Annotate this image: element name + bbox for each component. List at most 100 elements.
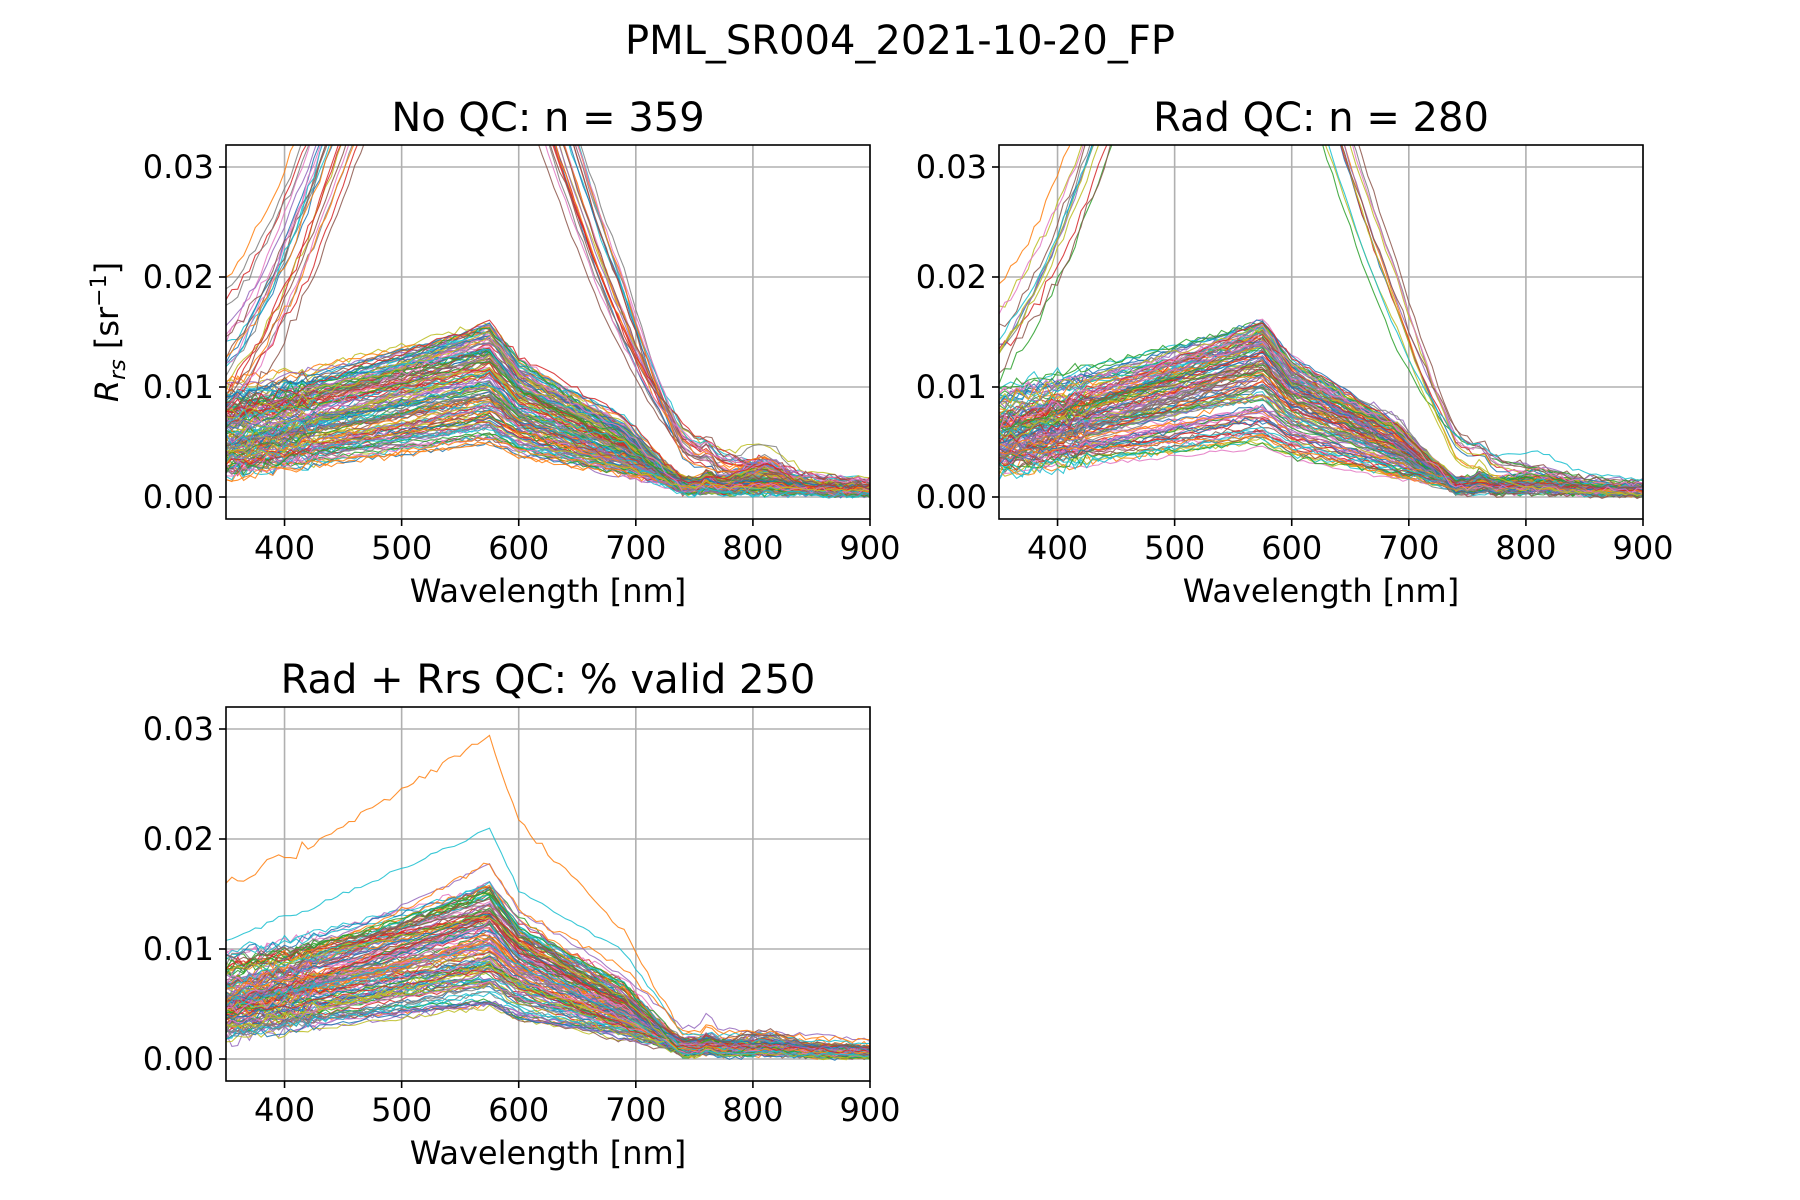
spectrum-line (226, 955, 870, 1051)
spectrum-line (226, 943, 870, 1054)
spectrum-line (226, 145, 870, 487)
spectrum-line (226, 944, 870, 1058)
spectrum-line (226, 980, 870, 1055)
spectrum-line (226, 335, 870, 488)
axes-frame (225, 706, 871, 1082)
spectrum-line (226, 396, 870, 490)
panel-no-qc-title: No QC: n = 359 (391, 95, 704, 141)
panel-rad-rrs-qc-axes: 400 500 600 700 800 900 0.00 0.01 0.02 0.03 (143, 706, 901, 1129)
axes-frame (225, 144, 871, 520)
ylabel-unit-close: ] (88, 262, 126, 274)
x-tick-label: 400 (1027, 529, 1088, 567)
figure-title: PML_SR004_2021-10-20_FP (625, 18, 1175, 64)
spectra (226, 734, 870, 1061)
ylabel-subscript: rs (106, 359, 131, 380)
panel-rad-qc-axes: 400 500 600 700 800 900 0.00 0.01 0.02 0.03 (916, 144, 1674, 567)
spectrum-line (999, 145, 1643, 496)
spectrum-line (226, 319, 870, 490)
y-tick-label: 0.03 (143, 148, 214, 186)
spectrum-line (226, 145, 870, 496)
x-tick-label: 900 (839, 1091, 900, 1129)
spectrum-line (226, 389, 870, 488)
panel-rad-rrs-qc-xlabel: Wavelength [nm] (410, 1134, 686, 1172)
panel-rad-rrs-qc-title: Rad + Rrs QC: % valid 250 (281, 657, 816, 703)
x-tick-label: 500 (371, 529, 432, 567)
spectrum-line (999, 403, 1643, 488)
x-tick-label: 900 (839, 529, 900, 567)
x-tick-label: 600 (488, 529, 549, 567)
x-tick-label: 700 (605, 529, 666, 567)
x-tick-label: 800 (722, 1091, 783, 1129)
spectrum-line (226, 145, 870, 485)
spectrum-line (999, 324, 1643, 495)
spectra (999, 145, 1643, 500)
spectrum-line (999, 345, 1643, 488)
x-tick-label: 800 (722, 529, 783, 567)
panel-rad-qc: Rad QC: n = 280 400 500 600 700 800 900 0.00 0.… (916, 95, 1674, 610)
ylabel-unit-superscript: −1 (87, 274, 112, 306)
spectrum-line (999, 381, 1643, 491)
spectrum-line (226, 917, 870, 1050)
panel-no-qc-axes: 400 500 600 700 800 900 0.00 0.01 0.02 0.03 (143, 144, 901, 567)
y-tick-label: 0.00 (143, 478, 214, 516)
ticks: 400 500 600 700 800 900 0.00 0.01 0.02 0.03 (916, 148, 1674, 567)
y-tick-label: 0.01 (143, 368, 214, 406)
spectrum-line (226, 413, 870, 491)
x-tick-label: 400 (254, 1091, 315, 1129)
spectrum-line (999, 432, 1643, 491)
ylabel-symbol: R (88, 380, 126, 402)
x-tick-label: 900 (1612, 529, 1673, 567)
x-tick-label: 500 (371, 1091, 432, 1129)
spectrum-line (226, 862, 870, 1044)
panel-no-qc-ylabel: Rrs [sr−1] (87, 262, 131, 402)
y-tick-label: 0.01 (143, 930, 214, 968)
x-tick-label: 700 (1378, 529, 1439, 567)
x-tick-label: 600 (1261, 529, 1322, 567)
y-tick-label: 0.03 (143, 710, 214, 748)
spectra (226, 145, 870, 499)
spectrum-line (226, 963, 870, 1052)
spectrum-line (226, 888, 870, 1059)
spectrum-line (226, 337, 870, 495)
spectrum-line (226, 336, 870, 496)
spectrum-line (226, 370, 870, 499)
spectrum-line (226, 435, 870, 494)
spectrum-line (999, 366, 1643, 489)
spectrum-line (226, 145, 870, 492)
spectrum-line (226, 391, 870, 489)
x-tick-label: 800 (1495, 529, 1556, 567)
y-tick-label: 0.00 (916, 478, 987, 516)
ticks: 400 500 600 700 800 900 0.00 0.01 0.02 0.03 (143, 710, 901, 1129)
spectrum-line (226, 401, 870, 488)
x-tick-label: 500 (1144, 529, 1205, 567)
spectrum-line (999, 352, 1643, 492)
axes-frame (998, 144, 1644, 520)
panel-rad-rrs-qc: Rad + Rrs QC: % valid 250 400 500 600 700 80… (143, 657, 901, 1172)
spectrum-line (226, 898, 870, 1050)
panel-no-qc-xlabel: Wavelength [nm] (410, 572, 686, 610)
ticks: 400 500 600 700 800 900 0.00 0.01 0.02 0.03 (143, 148, 901, 567)
spectrum-line (999, 145, 1643, 486)
panel-rad-qc-xlabel: Wavelength [nm] (1183, 572, 1459, 610)
spectrum-line (226, 917, 870, 1059)
spectrum-line (226, 992, 870, 1051)
spectrum-line (226, 421, 870, 492)
spectrum-line (226, 382, 870, 499)
spectrum-line (226, 393, 870, 497)
x-tick-label: 600 (488, 1091, 549, 1129)
spectrum-line (999, 344, 1643, 491)
y-tick-label: 0.01 (916, 368, 987, 406)
spectrum-line (226, 948, 870, 1055)
spectrum-line (226, 371, 870, 493)
spectrum-line (999, 145, 1643, 484)
y-tick-label: 0.00 (143, 1040, 214, 1078)
spectrum-line (226, 910, 870, 1057)
spectrum-line (226, 145, 870, 495)
grid (999, 145, 1644, 519)
x-tick-label: 700 (605, 1091, 666, 1129)
spectrum-line (999, 145, 1643, 497)
panel-no-qc: No QC: n = 359 400 500 600 700 800 900 0.00 0.0… (87, 95, 901, 610)
x-tick-label: 400 (254, 529, 315, 567)
spectrum-line (999, 386, 1643, 488)
